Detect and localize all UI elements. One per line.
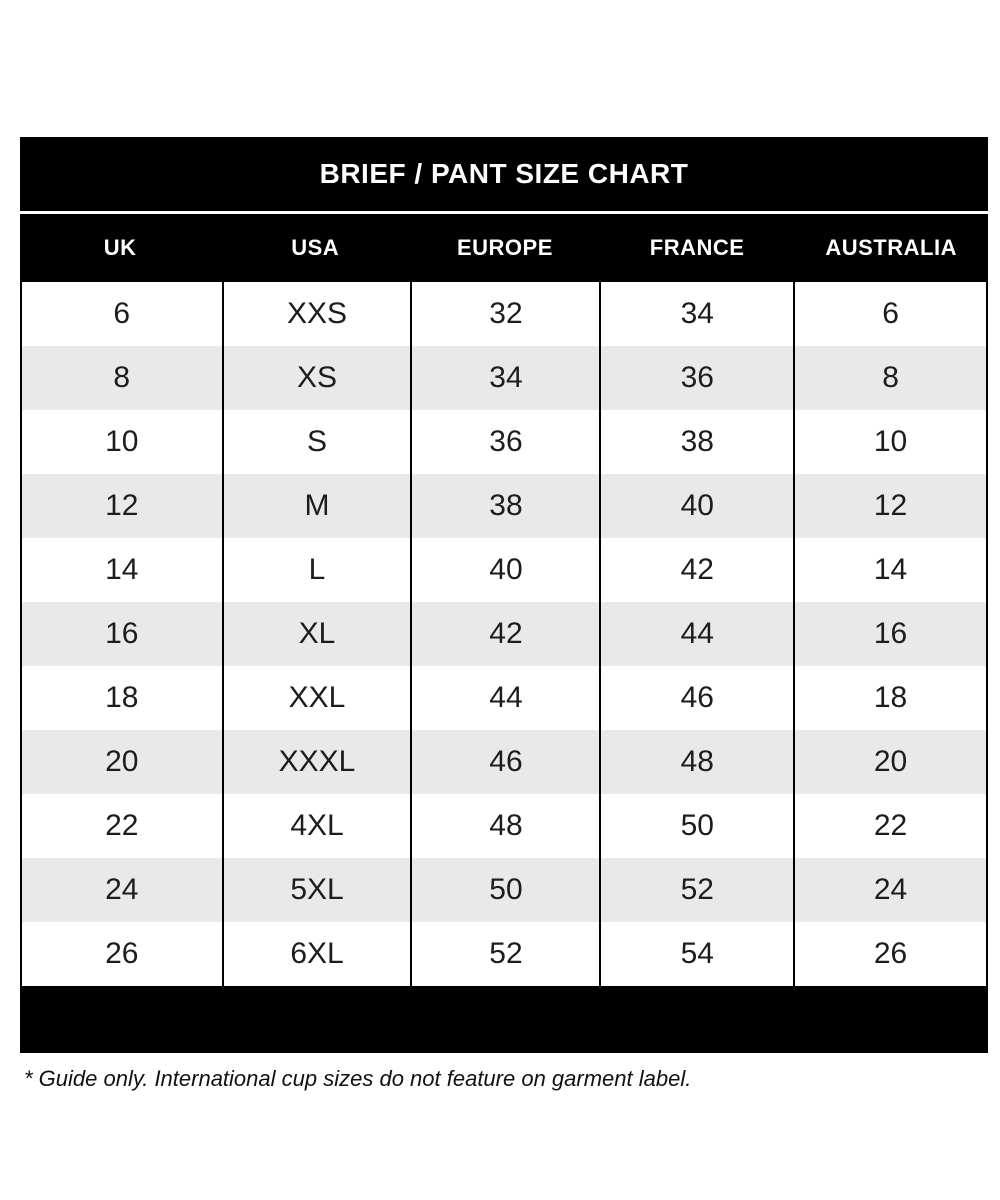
table-cell: 4XL (221, 794, 411, 858)
table-row: 16 XL 42 44 16 (22, 602, 986, 666)
column-header-france: FRANCE (649, 235, 745, 260)
column-header-uk: UK (103, 235, 137, 260)
table-cell: 54 (599, 922, 793, 986)
table-cell: 34 (599, 282, 793, 346)
column-header-australia: AUSTRALIA (825, 235, 957, 260)
table-cell: 44 (599, 602, 793, 666)
chart-title: BRIEF / PANT SIZE CHART (319, 158, 689, 189)
table-cell: 6XL (221, 922, 411, 986)
column-header-usa: USA (291, 235, 340, 260)
table-cell: 5XL (221, 858, 411, 922)
table-cell: 42 (599, 538, 793, 602)
table-cell: 52 (599, 858, 793, 922)
table-cell: 44 (410, 666, 599, 730)
table-cell: 32 (410, 282, 599, 346)
table-row: 12 M 38 40 12 (22, 474, 986, 538)
table-cell: 8 (793, 346, 986, 410)
table-row: 20 XXXL 46 48 20 (22, 730, 986, 794)
table-cell: 8 (113, 361, 131, 394)
table-cell: 36 (410, 410, 599, 474)
table-footer-band (20, 986, 988, 1053)
table-cell: 20 (793, 730, 986, 794)
table-body: 6 XXS 32 34 6 8 XS 34 36 8 10 S 36 38 10 12 M 38 40 12 14 L 40… (20, 282, 988, 986)
table-cell: 14 (105, 553, 139, 586)
table-cell: 40 (599, 474, 793, 538)
table-row: 6 XXS 32 34 6 (22, 282, 986, 346)
table-cell: XXS (221, 282, 411, 346)
table-cell: XXL (221, 666, 411, 730)
table-cell: XL (221, 602, 411, 666)
table-cell: 12 (105, 489, 139, 522)
table-row: 18 XXL 44 46 18 (22, 666, 986, 730)
table-cell: 16 (105, 617, 139, 650)
table-cell: 6 (113, 297, 131, 330)
table-cell: 46 (410, 730, 599, 794)
table-cell: 52 (410, 922, 599, 986)
table-cell: 26 (793, 922, 986, 986)
table-cell: 18 (793, 666, 986, 730)
table-cell: 48 (599, 730, 793, 794)
table-row: 10 S 36 38 10 (22, 410, 986, 474)
table-cell: 46 (599, 666, 793, 730)
table-header-row: UK USA EUROPE FRANCE AUSTRALIA (20, 214, 988, 282)
table-cell: S (221, 410, 411, 474)
table-cell: XS (221, 346, 411, 410)
table-cell: 24 (105, 873, 139, 906)
table-cell: 42 (410, 602, 599, 666)
table-cell: 38 (410, 474, 599, 538)
table-row: 8 XS 34 36 8 (22, 346, 986, 410)
table-cell: 40 (410, 538, 599, 602)
table-cell: 50 (410, 858, 599, 922)
table-cell: 50 (599, 794, 793, 858)
table-cell: 20 (105, 745, 139, 778)
table-cell: 14 (793, 538, 986, 602)
table-cell: 22 (105, 809, 139, 842)
footnote: * Guide only. International cup sizes do… (24, 1066, 692, 1091)
table-cell: XXXL (221, 730, 411, 794)
table-cell: 10 (105, 425, 139, 458)
table-row: 26 6XL 52 54 26 (22, 922, 986, 986)
table-cell: 22 (793, 794, 986, 858)
table-row: 22 4XL 48 50 22 (22, 794, 986, 858)
table-cell: 48 (410, 794, 599, 858)
table-cell: 36 (599, 346, 793, 410)
table-cell: 24 (793, 858, 986, 922)
table-cell: M (221, 474, 411, 538)
table-row: 24 5XL 50 52 24 (22, 858, 986, 922)
table-cell: 34 (410, 346, 599, 410)
table-cell: 12 (793, 474, 986, 538)
table-cell: 10 (793, 410, 986, 474)
table-cell: L (221, 538, 411, 602)
table-cell: 18 (105, 681, 139, 714)
table-cell: 6 (793, 282, 986, 346)
table-cell: 16 (793, 602, 986, 666)
table-row: 14 L 40 42 14 (22, 538, 986, 602)
column-header-europe: EUROPE (456, 235, 553, 260)
chart-title-band: BRIEF / PANT SIZE CHART (20, 137, 988, 214)
table-cell: 38 (599, 410, 793, 474)
table-cell: 26 (105, 937, 139, 970)
size-chart-table: BRIEF / PANT SIZE CHART UK USA EUROPE FRANC… (20, 137, 988, 1053)
